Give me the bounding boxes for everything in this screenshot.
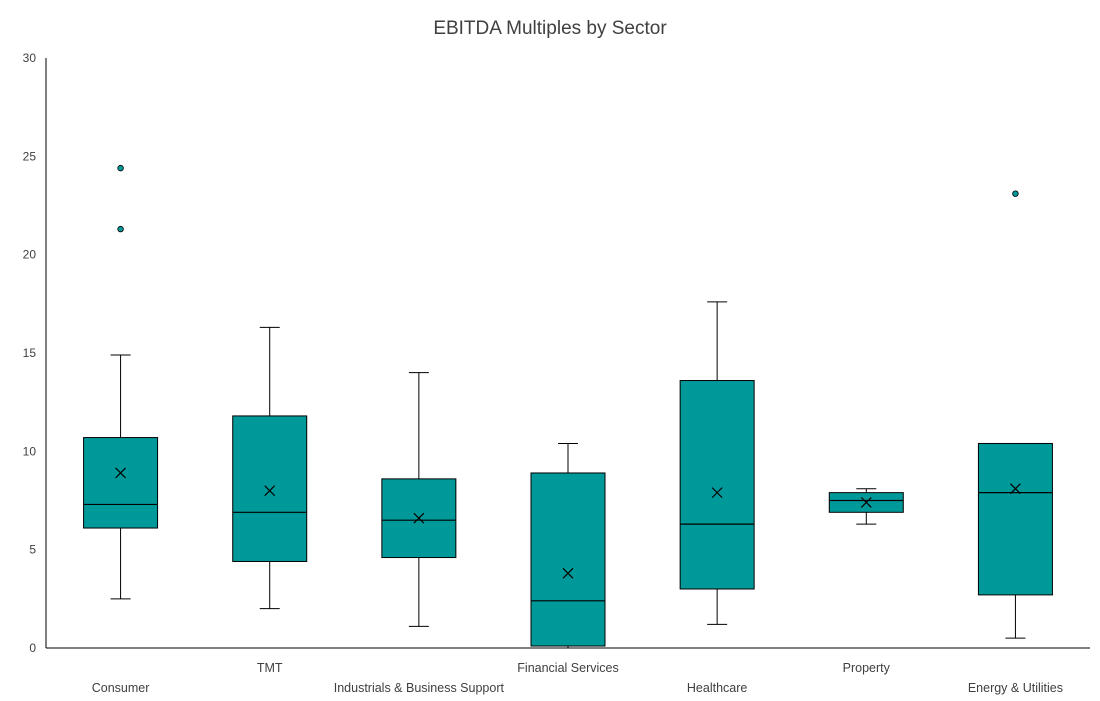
x-category-label: Industrials & Business Support — [334, 681, 505, 695]
y-tick-label: 20 — [23, 248, 37, 262]
y-tick-label: 5 — [29, 543, 36, 557]
box-4 — [679, 380, 755, 590]
box-1 — [232, 415, 308, 562]
x-category-label: Consumer — [92, 681, 150, 695]
x-category-label: Energy & Utilities — [968, 681, 1063, 695]
x-category-label: Property — [843, 661, 891, 675]
y-tick-label: 10 — [23, 444, 37, 458]
y-tick-label: 30 — [23, 51, 37, 65]
y-tick-label: 0 — [29, 641, 36, 655]
outlier-point — [117, 164, 124, 172]
x-category-label: Financial Services — [517, 661, 618, 675]
box-0 — [83, 437, 159, 529]
outlier-point — [117, 225, 124, 233]
mean-marker — [1010, 483, 1021, 495]
x-category-label: Healthcare — [687, 681, 747, 695]
mean-marker — [413, 512, 425, 524]
chart-title: EBITDA Multiples by Sector — [433, 18, 667, 39]
y-tick-label: 25 — [23, 149, 37, 163]
y-tick-label: 15 — [23, 346, 37, 360]
box-3 — [530, 472, 606, 647]
mean-marker — [711, 487, 723, 499]
mean-marker — [115, 467, 126, 479]
mean-marker — [562, 567, 574, 579]
box-6 — [977, 442, 1053, 596]
x-category-label: TMT — [257, 661, 283, 675]
mean-marker — [860, 497, 872, 508]
outlier-point — [1012, 190, 1019, 197]
mean-marker — [264, 485, 276, 497]
